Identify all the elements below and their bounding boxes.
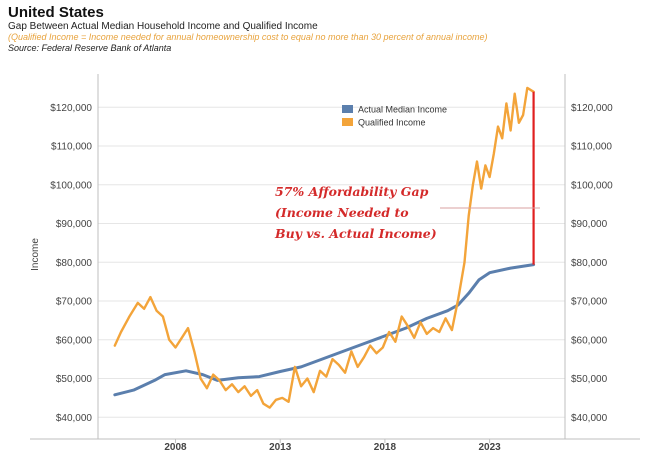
y-tick-label-left: $90,000 (56, 219, 93, 230)
y-tick-label-left: $70,000 (56, 297, 93, 308)
series-line-qualified-income (113, 86, 535, 409)
y-tick-label-right: $40,000 (571, 413, 608, 424)
legend-swatch (342, 118, 353, 126)
y-tick-label-right: $120,000 (571, 103, 613, 114)
y-tick-label-left: $120,000 (50, 103, 92, 114)
y-tick-label-left: $50,000 (56, 374, 93, 385)
chart-subtitle: Gap Between Actual Median Household Inco… (8, 21, 318, 32)
y-tick-label-left: $60,000 (56, 335, 93, 346)
y-tick-label-right: $70,000 (571, 297, 608, 308)
y-tick-label-left: $40,000 (56, 413, 93, 424)
x-tick-label: 2008 (164, 442, 187, 453)
y-axis-title: Income (30, 238, 41, 271)
y-tick-label-right: $100,000 (571, 180, 613, 191)
chart-note: (Qualified Income = Income needed for an… (8, 32, 488, 42)
annotation-line: 57% Affordability Gap (275, 184, 429, 199)
chart-header: United States Gap Between Actual Median … (8, 4, 648, 54)
legend-label: Qualified Income (358, 118, 426, 128)
y-tick-label-left: $80,000 (56, 258, 93, 269)
y-tick-label-left: $110,000 (51, 142, 92, 153)
series-line-actual-median-income (113, 263, 536, 397)
legend-label: Actual Median Income (358, 105, 447, 115)
annotation-line: (Income Needed to (275, 205, 409, 220)
y-tick-label-right: $60,000 (571, 335, 608, 346)
x-tick-label: 2013 (269, 442, 292, 453)
x-tick-label: 2023 (478, 442, 501, 453)
legend-swatch (342, 105, 353, 113)
y-tick-label-right: $50,000 (571, 374, 608, 385)
chart-title: United States (8, 4, 104, 21)
chart-source: Source: Federal Reserve Bank of Atlanta (8, 43, 172, 53)
y-tick-label-right: $110,000 (571, 142, 612, 153)
y-tick-label-right: $90,000 (571, 219, 608, 230)
annotation-line: Buy vs. Actual Income) (274, 226, 437, 241)
y-tick-label-right: $80,000 (571, 258, 608, 269)
x-tick-label: 2018 (374, 442, 397, 453)
y-tick-label-left: $100,000 (50, 180, 92, 191)
